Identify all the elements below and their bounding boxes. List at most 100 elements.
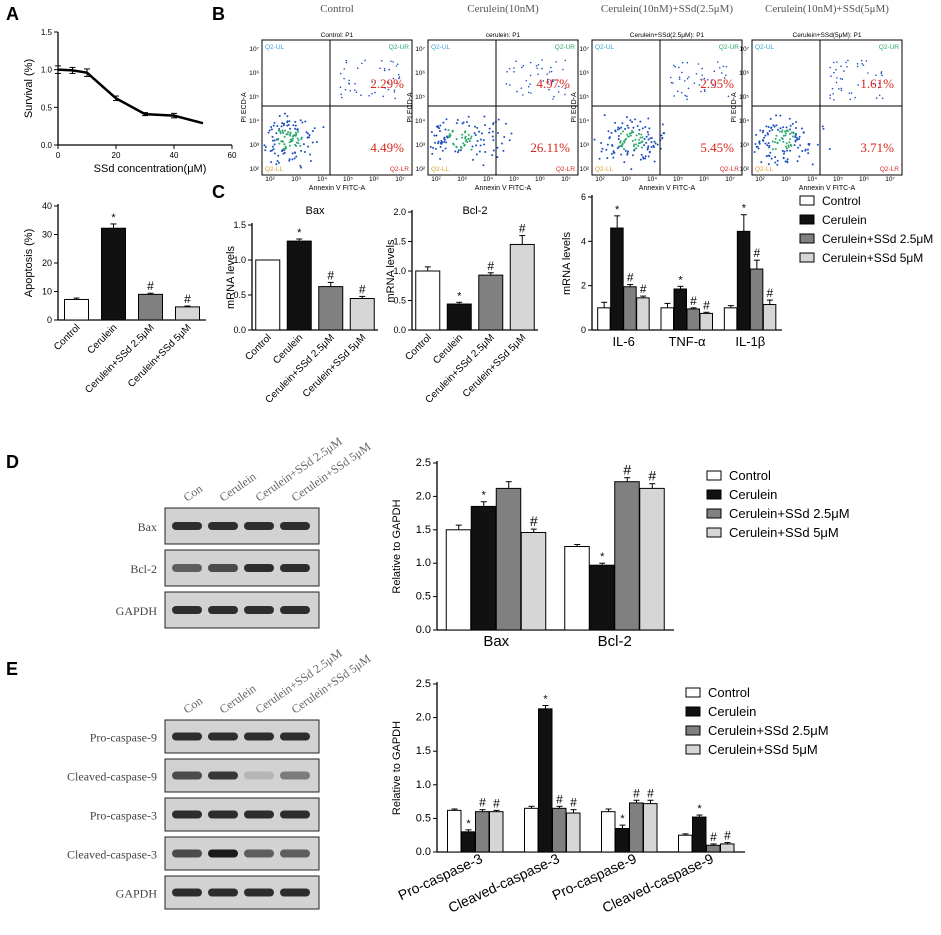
significance-mark: # [648, 468, 656, 484]
flow-event-dot [875, 74, 877, 77]
flow-event-dot [439, 157, 442, 160]
flow-event-dot [291, 135, 294, 138]
flow-event-dot [695, 72, 698, 75]
flow-event-dot [807, 152, 810, 155]
flow-event-dot [849, 98, 852, 101]
significance-mark: # [493, 796, 500, 810]
flow-event-dot [341, 96, 343, 99]
flow-event-dot [680, 91, 683, 94]
flow-event-dot [396, 82, 398, 85]
flow-event-dot [784, 160, 787, 163]
flow-event-dot [496, 146, 499, 149]
flow-event-dot [644, 126, 647, 129]
flow-event-dot [836, 61, 838, 63]
flow-event-dot [637, 144, 640, 147]
flow-event-dot [557, 91, 560, 93]
flow-event-dot [641, 127, 644, 130]
flow-event-dot [277, 138, 280, 141]
flow-event-dot [619, 132, 622, 135]
bar [720, 843, 735, 853]
x-tick-label: 10⁷ [725, 176, 735, 183]
significance-mark: # [710, 830, 717, 844]
legend-label: Control [729, 468, 771, 483]
flow-event-dot [387, 88, 390, 91]
flow-event-dot [781, 137, 784, 140]
y-tick-label: 10 [42, 287, 52, 297]
flow-event-dot [535, 65, 538, 67]
flow-event-dot [789, 138, 792, 141]
flow-event-dot [700, 90, 702, 93]
flow-event-dot [551, 80, 554, 83]
legend-swatch [706, 508, 722, 519]
blot-band [208, 810, 238, 819]
flow-event-dot [621, 122, 624, 125]
y-tick-label: 0.0 [41, 141, 53, 150]
flow-event-dot [785, 142, 788, 145]
flow-gate-title: cerulein: P1 [486, 32, 521, 39]
quadrant-label-lr: Q2-LR [556, 166, 575, 173]
flow-event-dot [279, 130, 282, 133]
y-tick-label: 1.5 [41, 28, 53, 37]
x-tick-label: 10⁴ [483, 176, 493, 183]
flow-event-dot [282, 152, 285, 155]
flow-event-dot [778, 130, 781, 133]
y-tick-label: 1.0 [416, 779, 431, 791]
significance-mark: * [543, 694, 548, 706]
y-tick-label: 4 [581, 236, 586, 246]
flow-event-dot [273, 143, 276, 146]
flow-event-dot [757, 147, 760, 150]
y-tick-label: 10² [250, 166, 260, 173]
flow-event-dot [681, 71, 683, 74]
flow-event-dot [294, 127, 297, 130]
flow-event-dot [829, 94, 832, 96]
flow-event-dot [393, 89, 396, 91]
flow-event-dot [603, 114, 606, 117]
x-tick-label: 10² [755, 176, 765, 183]
flow-event-dot [537, 63, 540, 66]
flow-event-dot [271, 149, 274, 152]
flow-event-dot [620, 144, 623, 147]
flow-event-dot [632, 126, 635, 129]
bar [101, 227, 126, 321]
significance-mark: # [530, 513, 538, 529]
flow-event-dot [788, 132, 791, 135]
flow-event-dot [877, 86, 880, 89]
x-tick-label: 10⁴ [647, 176, 657, 183]
x-tick-label: 10² [431, 176, 441, 183]
flow-event-dot [789, 143, 792, 146]
flow-event-dot [703, 89, 706, 91]
y-tick-label: 20 [42, 258, 52, 268]
blot-band [244, 522, 274, 530]
x-tick-label: Control [403, 332, 434, 363]
y-tick-label: 10² [580, 166, 590, 173]
flow-event-dot [838, 88, 840, 90]
flow-event-dot [686, 98, 688, 101]
y-tick-label: 0.0 [233, 325, 246, 335]
flow-event-dot [632, 131, 635, 134]
flow-event-dot [697, 63, 700, 65]
flow-event-dot [445, 141, 448, 144]
flow-event-dot [529, 61, 532, 64]
flow-event-dot [775, 134, 778, 137]
flow-event-dot [443, 141, 446, 144]
flow-event-dot [273, 152, 276, 155]
flow-event-dot [307, 145, 310, 148]
flow-event-dot [769, 151, 772, 154]
legend-swatch [685, 744, 701, 755]
flow-event-dot [625, 116, 628, 119]
flow-event-dot [678, 66, 680, 69]
flow-event-dot [639, 136, 642, 139]
flow-event-dot [629, 134, 632, 137]
flow-event-dot [478, 150, 481, 153]
bar [597, 307, 611, 331]
flow-event-dot [289, 138, 292, 141]
flow-event-dot [650, 146, 653, 149]
flow-event-dot [529, 83, 531, 85]
flow-event-dot [797, 146, 800, 149]
blot-row-label: GAPDH [116, 887, 158, 901]
flow-event-dot [491, 130, 494, 133]
bar [175, 306, 200, 321]
flow-event-dot [768, 154, 771, 157]
flow-event-dot [355, 91, 358, 94]
flow-event-dot [623, 148, 626, 151]
